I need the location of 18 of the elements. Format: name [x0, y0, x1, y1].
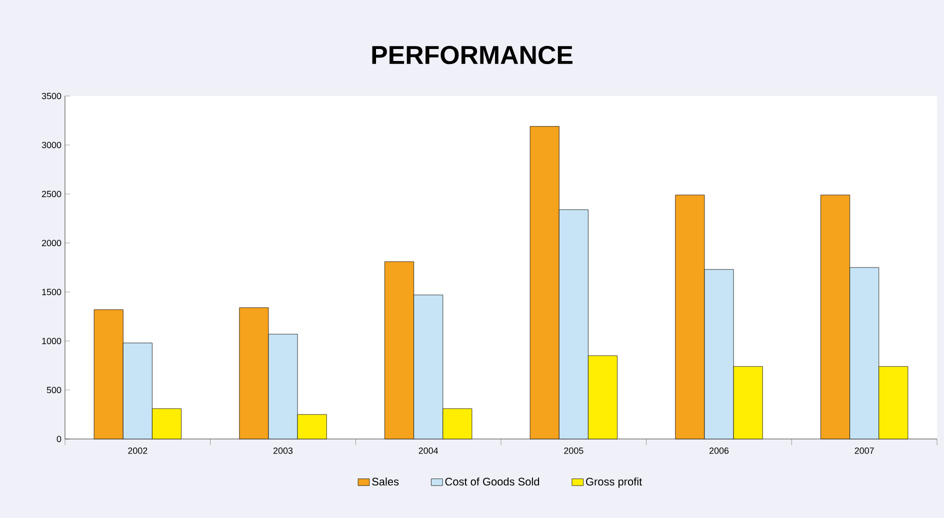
- y-tick-label: 3500: [42, 92, 62, 100]
- x-tick-label: 2006: [709, 448, 729, 454]
- y-tick-label: 1000: [42, 338, 62, 344]
- legend-label: Cost of Goods Sold: [445, 477, 540, 486]
- x-tick-label: 2002: [128, 448, 148, 454]
- y-tick-label: 500: [46, 386, 62, 394]
- legend-label: Sales: [372, 477, 399, 486]
- chart-title: PERFORMANCE: [372, 46, 572, 64]
- y-tick-label: 0: [56, 436, 62, 442]
- x-tick-label: 2003: [273, 448, 293, 454]
- y-tick-label: 2500: [42, 190, 62, 198]
- y-tick-label: 1500: [42, 288, 62, 296]
- y-tick-label: 2000: [42, 240, 62, 246]
- legend-label: Gross profit: [586, 477, 642, 488]
- x-tick-label: 2004: [418, 448, 438, 454]
- x-tick-label: 2007: [854, 448, 874, 454]
- x-tick-label: 2005: [564, 448, 584, 454]
- y-tick-label: 3000: [42, 142, 62, 148]
